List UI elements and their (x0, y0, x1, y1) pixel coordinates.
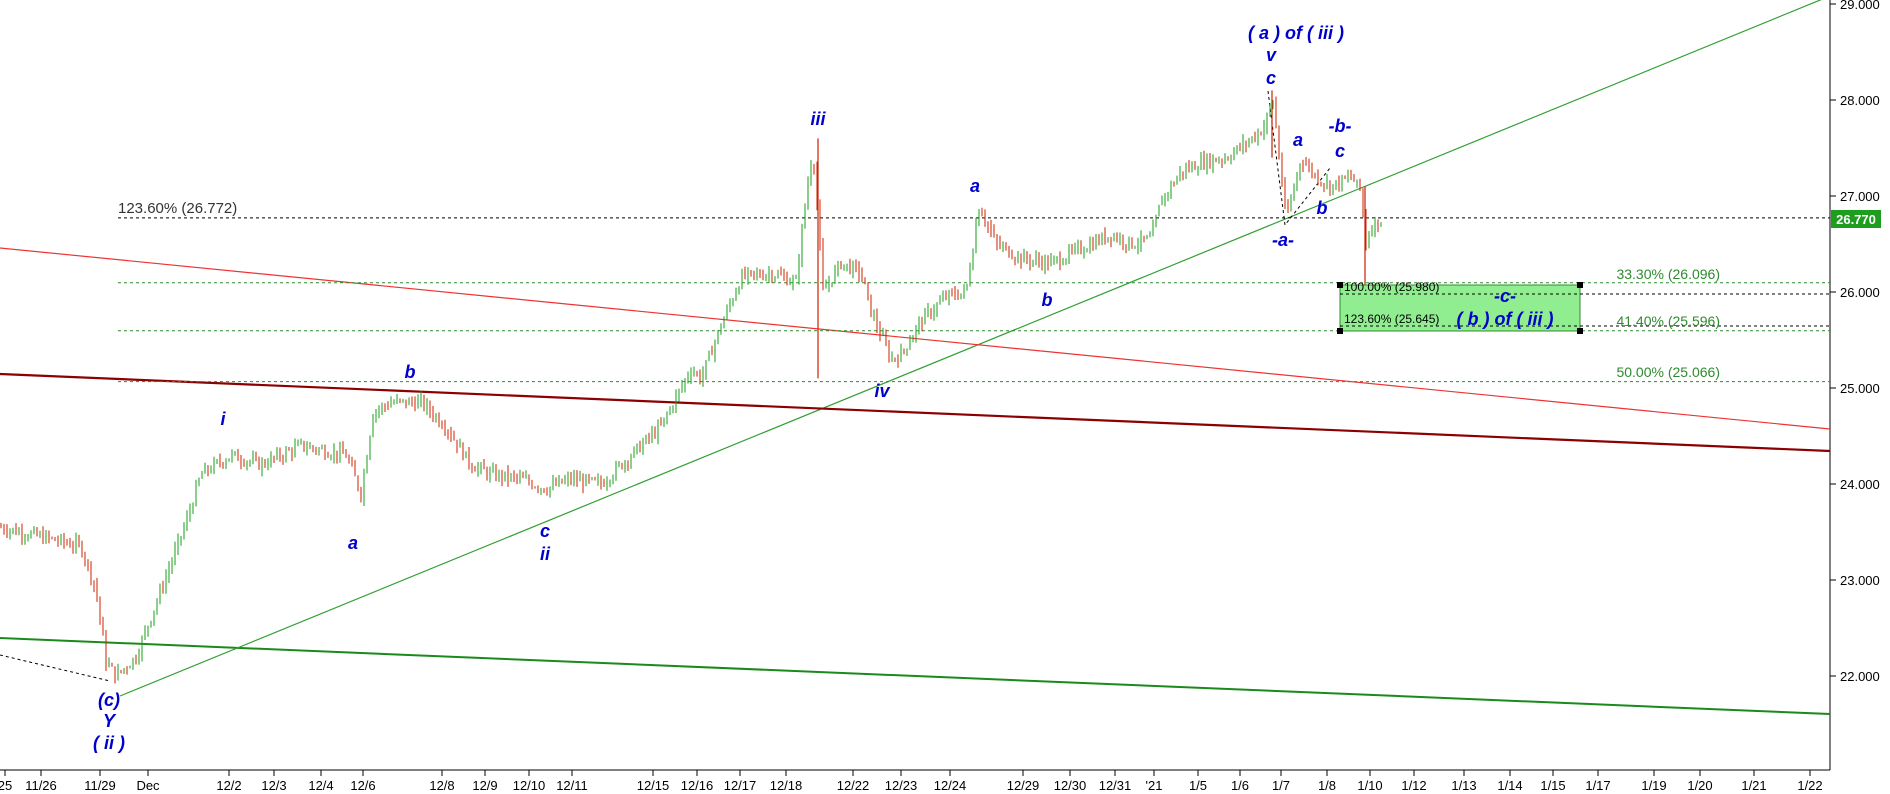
last-price-label: 26.770 (1836, 212, 1876, 227)
wave-label-ii: ii (540, 544, 551, 564)
price-axis: 29.000 28.000 27.000 26.000 25.000 24.000 23.0… (1830, 0, 1880, 684)
date-tick-label: 12/10 (513, 778, 546, 793)
box-handle-tr (1577, 282, 1583, 288)
red-trendline (0, 247, 1831, 430)
wave-label-iv: iv (874, 381, 890, 401)
date-tick-label: 11/29 (84, 778, 116, 793)
date-tick-label: 1/7 (1272, 778, 1290, 793)
date-tick-label: 12/6 (350, 778, 375, 793)
wave-label-i: i (220, 409, 226, 429)
candlesticks (0, 90, 1382, 684)
date-tick-label: 11/26 (25, 778, 57, 793)
date-tick-label: 12/9 (472, 778, 497, 793)
wave-label-minus-b: -b- (1329, 116, 1352, 136)
wave-label-b1: b (405, 362, 416, 382)
box-handle-br (1577, 328, 1583, 334)
date-tick-label: 12/29 (1007, 778, 1040, 793)
wave-label-a3: a (970, 176, 980, 196)
date-tick-label: 12/17 (724, 778, 757, 793)
date-tick-label: 1/22 (1797, 778, 1822, 793)
box-handle-tl (1337, 282, 1343, 288)
fib-label-50: 50.00% (25.066) (1616, 364, 1720, 380)
wave-label-b4: b (1317, 198, 1328, 218)
box-label-100: 100.00% (25.980) (1344, 280, 1439, 294)
date-tick-label: 12/22 (837, 778, 870, 793)
date-tick-label: 1/19 (1641, 778, 1666, 793)
wave-connector-left (0, 654, 111, 682)
date-tick-label: 12/23 (885, 778, 918, 793)
date-tick-label: Dec (136, 778, 160, 793)
date-tick-label: 1/17 (1585, 778, 1610, 793)
date-tick-label: 12/31 (1099, 778, 1132, 793)
wave-label-b-of-iii: ( b ) of ( iii ) (1457, 309, 1554, 329)
wave-label-b3: b (1042, 290, 1053, 310)
wave-label-Y: Y (103, 711, 117, 731)
box-handle-bl (1337, 328, 1343, 334)
target-zone-box (1339, 284, 1581, 332)
wave-label-c2: c (540, 521, 550, 541)
date-tick-label: 1/6 (1231, 778, 1249, 793)
last-price-badge (1831, 210, 1881, 228)
date-tick-label: 12/30 (1054, 778, 1087, 793)
price-tick-label: 23.000 (1840, 573, 1880, 588)
date-tick-label: 12/16 (681, 778, 714, 793)
wave-label-c-low: (c) (98, 690, 120, 710)
date-tick-label: '21 (1146, 778, 1163, 793)
date-tick-label: 1/5 (1189, 778, 1207, 793)
date-tick-label: 1/10 (1357, 778, 1382, 793)
date-tick-label: 12/4 (308, 778, 333, 793)
wave-label-c4: c (1335, 141, 1345, 161)
wave-label-iii: iii (810, 109, 826, 129)
fib-label-123: 123.60% (26.772) (118, 200, 237, 217)
date-tick-label: 12/15 (637, 778, 670, 793)
date-tick-label: 25 (0, 778, 12, 793)
price-tick-label: 26.000 (1840, 285, 1880, 300)
wave-label-a1: a (348, 533, 358, 553)
date-tick-label: 12/2 (216, 778, 241, 793)
price-tick-label: 27.000 (1840, 189, 1880, 204)
date-tick-label: 1/13 (1451, 778, 1476, 793)
long-green-trendline (0, 637, 1831, 715)
price-tick-label: 24.000 (1840, 477, 1880, 492)
date-tick-label: 1/20 (1687, 778, 1712, 793)
date-tick-label: 1/14 (1497, 778, 1522, 793)
date-tick-label: 1/15 (1540, 778, 1565, 793)
wave-label-c-box: -c- (1494, 286, 1516, 306)
date-tick-label: 1/21 (1741, 778, 1766, 793)
wave-label-v: v (1266, 45, 1277, 65)
rising-green-trendline (119, 0, 1822, 697)
date-axis: 25 11/26 11/29 Dec 12/2 12/3 12/4 12/6 12/8 12/9 1… (0, 770, 1823, 793)
price-tick-label: 25.000 (1840, 381, 1880, 396)
fib-label-41: 41.40% (25.596) (1616, 313, 1720, 329)
date-tick-label: 12/11 (556, 778, 588, 793)
date-tick-label: 12/3 (261, 778, 286, 793)
box-label-123: 123.60% (25.645) (1344, 312, 1439, 326)
wave-label-minus-a: -a- (1272, 230, 1294, 250)
wave-label-a-of-iii: ( a ) of ( iii ) (1248, 23, 1344, 43)
wave-label-ii-paren: ( ii ) (93, 733, 125, 753)
date-tick-label: 12/8 (429, 778, 454, 793)
price-tick-label: 29.000 (1840, 0, 1880, 12)
price-tick-label: 22.000 (1840, 669, 1880, 684)
date-tick-label: 12/18 (770, 778, 803, 793)
price-tick-label: 28.000 (1840, 93, 1880, 108)
date-tick-label: 1/8 (1318, 778, 1336, 793)
date-tick-label: 12/24 (934, 778, 967, 793)
fib-label-33: 33.30% (26.096) (1616, 266, 1720, 282)
wave-label-c-top: c (1266, 68, 1276, 88)
date-tick-label: 1/12 (1401, 778, 1426, 793)
wave-label-a4: a (1293, 130, 1303, 150)
dark-red-trendline (0, 372, 1831, 453)
